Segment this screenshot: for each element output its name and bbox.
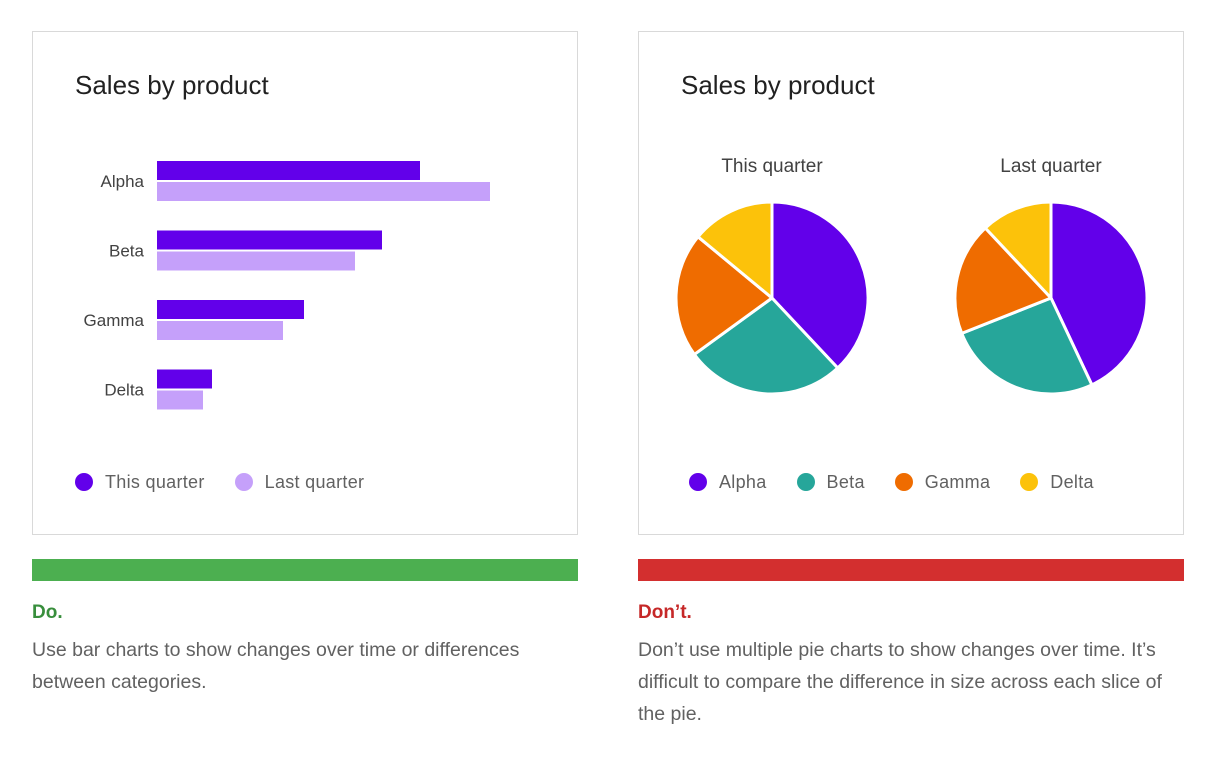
bar-delta-last-quarter bbox=[157, 390, 203, 410]
dont-indicator-bar bbox=[638, 559, 1184, 581]
bar-alpha-last-quarter bbox=[157, 182, 490, 201]
legend-label: This quarter bbox=[105, 471, 205, 492]
pie-slice-gamma bbox=[953, 226, 1053, 335]
legend-item: Beta bbox=[796, 471, 865, 493]
bar-beta-this-quarter bbox=[157, 230, 382, 250]
category-label: Beta bbox=[109, 242, 145, 261]
pie-chart-title: Sales by product bbox=[681, 70, 875, 100]
legend-swatch bbox=[234, 473, 253, 491]
bar-chart-legend: This quarter Last quarter bbox=[75, 470, 394, 494]
legend-label: Delta bbox=[1050, 471, 1094, 492]
pie-charts: This quarter Last quarter bbox=[674, 156, 1149, 396]
pie-slice-gamma bbox=[674, 235, 774, 356]
bar-alpha-this-quarter bbox=[157, 161, 420, 180]
legend-item: This quarter bbox=[75, 472, 205, 493]
pie-chart-legend: Alpha Beta Gamma Delta bbox=[689, 470, 1124, 494]
legend-swatch bbox=[796, 473, 815, 491]
legend-swatch bbox=[689, 473, 707, 491]
legend-label: Gamma bbox=[924, 471, 991, 492]
bar-chart-title: Sales by product bbox=[75, 70, 269, 100]
legend-label: Alpha bbox=[719, 471, 767, 492]
do-label: Do. bbox=[32, 602, 63, 623]
category-label: Alpha bbox=[101, 172, 145, 191]
do-description: Use bar charts to show changes over time… bbox=[32, 639, 520, 693]
pie-chart-card: Sales by product This quarter Last quarte… bbox=[638, 31, 1184, 535]
bar-beta-last-quarter bbox=[157, 251, 355, 271]
legend-item: Alpha bbox=[689, 472, 767, 493]
pie-slice-beta bbox=[692, 296, 840, 396]
do-indicator-bar bbox=[32, 559, 578, 581]
legend-swatch bbox=[894, 473, 913, 491]
dont-description: Don’t use multiple pie charts to show ch… bbox=[638, 639, 1162, 725]
bar-gamma-last-quarter bbox=[157, 321, 283, 340]
legend-item: Last quarter bbox=[234, 471, 365, 493]
pie-title: Last quarter bbox=[1000, 156, 1102, 177]
bar-chart: Alpha Beta Gamma Delta bbox=[84, 161, 490, 410]
pie-slice-delta bbox=[983, 200, 1053, 300]
pie-slice-alpha bbox=[770, 200, 870, 370]
pie-slice-delta bbox=[696, 200, 774, 300]
legend-label: Last quarter bbox=[264, 471, 365, 492]
legend-swatch bbox=[75, 473, 93, 491]
legend-label: Beta bbox=[826, 471, 865, 492]
bar-chart-card: Sales by product Alpha Beta Gamma Delta Thi… bbox=[32, 31, 578, 535]
dont-label: Don’t. bbox=[638, 602, 692, 623]
category-label: Delta bbox=[104, 381, 144, 400]
pie-slice-alpha bbox=[1049, 200, 1149, 387]
pie-title: This quarter bbox=[721, 156, 823, 177]
bar-delta-this-quarter bbox=[157, 369, 212, 389]
legend-item: Delta bbox=[1020, 472, 1094, 493]
legend-item: Gamma bbox=[894, 471, 991, 493]
bar-gamma-this-quarter bbox=[157, 300, 304, 319]
category-label: Gamma bbox=[84, 311, 145, 330]
legend-swatch bbox=[1020, 473, 1039, 491]
